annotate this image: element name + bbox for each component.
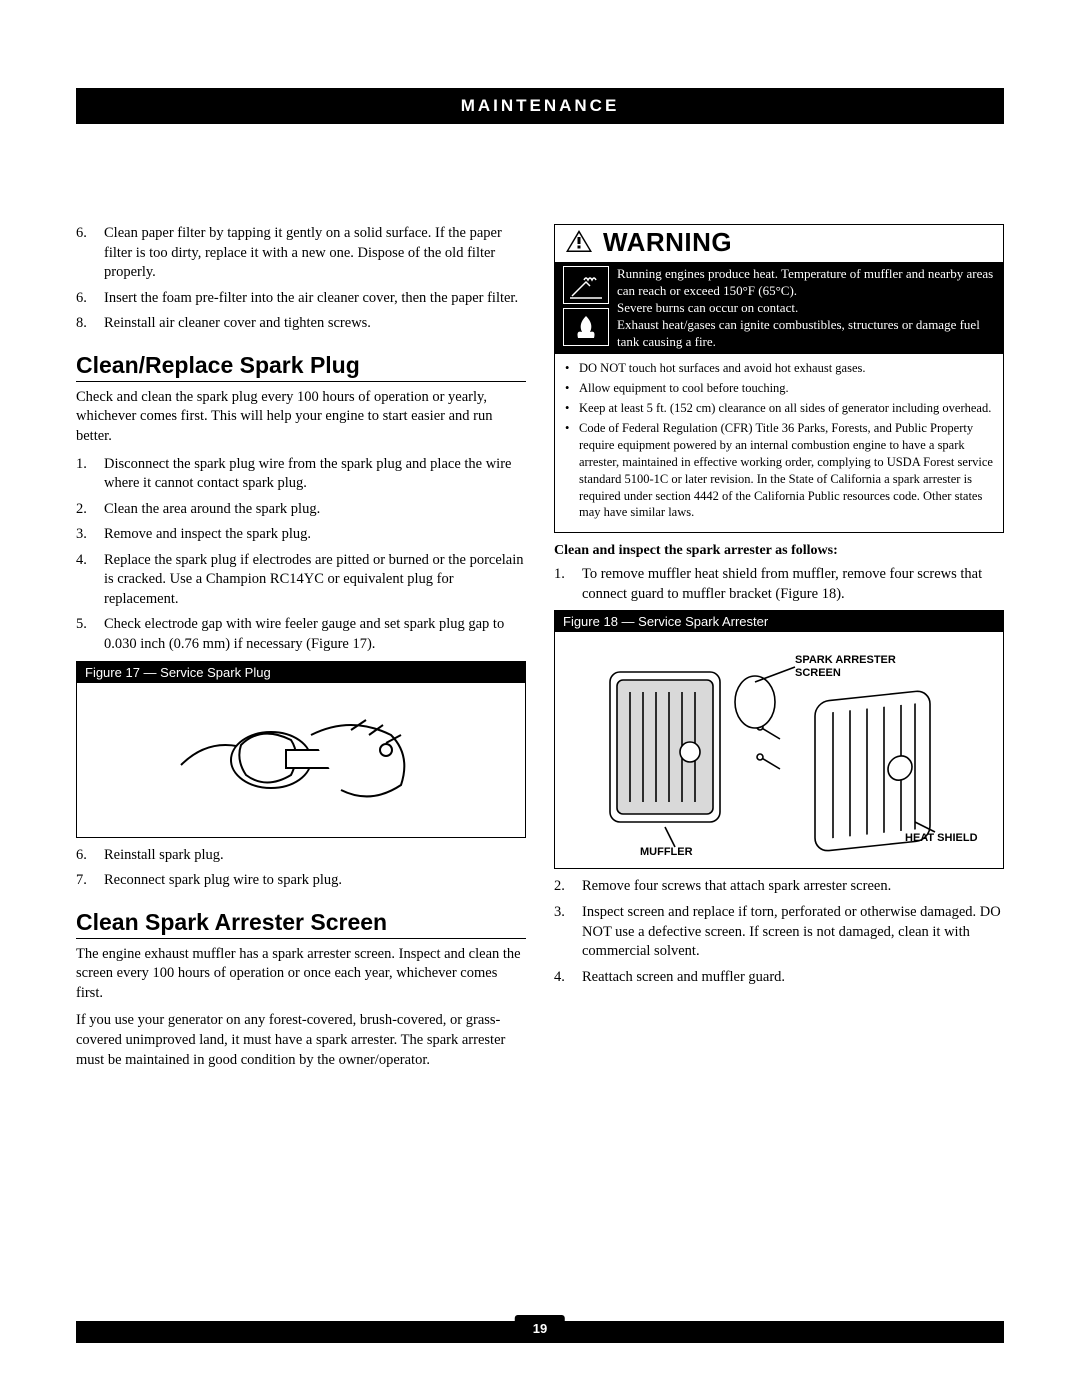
warning-line: Severe burns can occur on contact. <box>617 300 995 317</box>
spark-arrester-p2: If you use your generator on any forest-… <box>76 1011 526 1070</box>
label-muffler: MUFFLER <box>640 846 693 858</box>
list-item: 7.Reconnect spark plug wire to spark plu… <box>76 871 526 891</box>
warning-black-text: Running engines produce heat. Temperatur… <box>617 266 995 350</box>
figure-18-caption: Figure 18 — Service Spark Arrester <box>555 611 1003 632</box>
inspect-intro: Clean and inspect the spark arrester as … <box>554 543 1004 559</box>
left-column: 6.Clean paper filter by tapping it gentl… <box>76 224 526 1078</box>
section-header: MAINTENANCE <box>76 88 1004 124</box>
warning-bullet-item: Keep at least 5 ft. (152 cm) clearance o… <box>565 400 993 417</box>
warning-title-text: WARNING <box>603 227 732 257</box>
inspect-steps-b: 2.Remove four screws that attach spark a… <box>554 877 1004 987</box>
figure-17-image <box>77 683 525 837</box>
list-item: 1.Disconnect the spark plug wire from th… <box>76 455 526 494</box>
figure-17: Figure 17 — Service Spark Plug <box>76 661 526 838</box>
list-item: 6.Reinstall spark plug. <box>76 846 526 866</box>
list-item: 5.Check electrode gap with wire feeler g… <box>76 615 526 654</box>
list-item: 2.Clean the area around the spark plug. <box>76 500 526 520</box>
fire-icon <box>563 308 609 346</box>
list-item: 2.Remove four screws that attach spark a… <box>554 877 1004 897</box>
inspect-steps-a: 1.To remove muffler heat shield from muf… <box>554 565 1004 604</box>
spark-arrester-p1: The engine exhaust muffler has a spark a… <box>76 945 526 1004</box>
section-title-spark-plug: Clean/Replace Spark Plug <box>76 352 526 382</box>
warning-title: WARNING <box>555 225 1003 262</box>
warning-black-panel: Running engines produce heat. Temperatur… <box>555 262 1003 354</box>
list-item: 4.Replace the spark plug if electrodes a… <box>76 551 526 610</box>
label-spark-arrester: SPARK ARRESTER SCREEN <box>795 654 935 678</box>
list-item: 8.Reinstall air cleaner cover and tighte… <box>76 314 526 334</box>
list-item: 6.Clean paper filter by tapping it gentl… <box>76 224 526 283</box>
list-item: 1.To remove muffler heat shield from muf… <box>554 565 1004 604</box>
section-title-spark-arrester: Clean Spark Arrester Screen <box>76 909 526 939</box>
page-number: 19 <box>515 1315 565 1343</box>
figure-18: Figure 18 — Service Spark Arrester <box>554 610 1004 869</box>
list-item: 6.Insert the foam pre-filter into the ai… <box>76 289 526 309</box>
label-heat-shield: HEAT SHIELD <box>905 832 978 844</box>
hot-surface-icon <box>563 266 609 304</box>
warning-box: WARNING Running engines produce heat. Te… <box>554 224 1004 533</box>
continuation-steps-list: 6.Clean paper filter by tapping it gentl… <box>76 224 526 334</box>
list-item: 4.Reattach screen and muffler guard. <box>554 968 1004 988</box>
warning-bullets: DO NOT touch hot surfaces and avoid hot … <box>555 354 1003 532</box>
spark-plug-steps-list: 1.Disconnect the spark plug wire from th… <box>76 455 526 655</box>
list-item: 3.Inspect screen and replace if torn, pe… <box>554 903 1004 962</box>
warning-bullet-item: DO NOT touch hot surfaces and avoid hot … <box>565 360 993 377</box>
warning-bullet-item: Code of Federal Regulation (CFR) Title 3… <box>565 420 993 521</box>
two-column-layout: 6.Clean paper filter by tapping it gentl… <box>76 224 1004 1078</box>
warning-line: Exhaust heat/gases can ignite combustibl… <box>617 317 995 351</box>
spark-plug-intro: Check and clean the spark plug every 100… <box>76 388 526 447</box>
figure-17-caption: Figure 17 — Service Spark Plug <box>77 662 525 683</box>
right-column: WARNING Running engines produce heat. Te… <box>554 224 1004 1078</box>
warning-icons <box>563 266 609 350</box>
spark-plug-steps-list-b: 6.Reinstall spark plug. 7.Reconnect spark… <box>76 846 526 891</box>
warning-bullet-item: Allow equipment to cool before touching. <box>565 380 993 397</box>
warning-triangle-icon <box>565 229 593 253</box>
figure-18-image: SPARK ARRESTER SCREEN MUFFLER HEAT SHIEL… <box>555 632 1003 868</box>
warning-line: Running engines produce heat. Temperatur… <box>617 266 995 300</box>
list-item: 3.Remove and inspect the spark plug. <box>76 525 526 545</box>
